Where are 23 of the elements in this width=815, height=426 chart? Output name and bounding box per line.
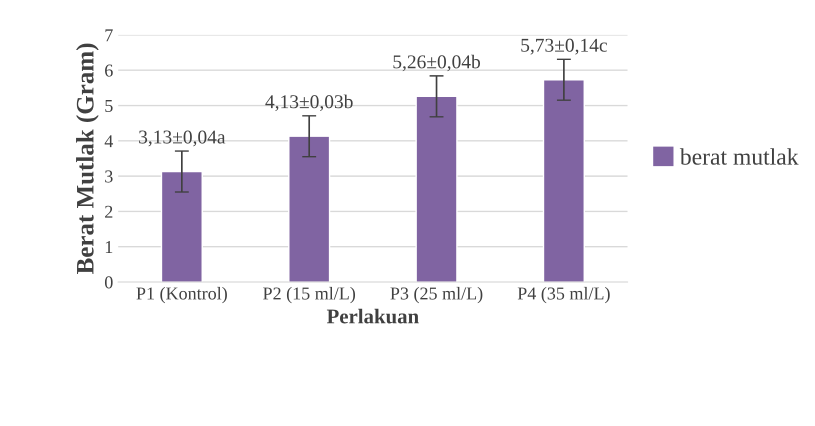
data-label: 5,73±0,14c (521, 38, 607, 55)
bar (160, 170, 203, 282)
legend-label: berat mutlak (680, 148, 799, 165)
bar (288, 136, 330, 282)
bar (415, 96, 458, 282)
x-tick-label: P2 (15 ml/L) (263, 286, 356, 304)
x-tick-label: P1 (Kontrol) (136, 286, 227, 304)
y-tick-label: 5 (105, 100, 113, 112)
x-tick-label: P4 (35 ml/L) (518, 286, 610, 304)
bar (542, 79, 585, 282)
y-tick-label: 6 (105, 64, 113, 77)
x-axis-title: Perlakuan (326, 308, 419, 324)
y-tick-label: 0 (104, 276, 113, 288)
y-tick-label: 2 (105, 206, 112, 218)
data-label: 3,13±0,04a (139, 130, 226, 146)
x-tick-label: P3 (25 ml/L) (390, 286, 482, 304)
data-label: 4,13±0,03b (265, 94, 353, 112)
y-tick-label: 4 (104, 135, 114, 148)
y-tick-label: 3 (105, 170, 113, 183)
y-tick-label: 7 (105, 29, 113, 42)
data-label: 5,26±0,04b (393, 54, 480, 72)
y-tick-label: 1 (106, 241, 112, 253)
y-axis-title: Berat Mutlak (Gram) (76, 44, 99, 274)
